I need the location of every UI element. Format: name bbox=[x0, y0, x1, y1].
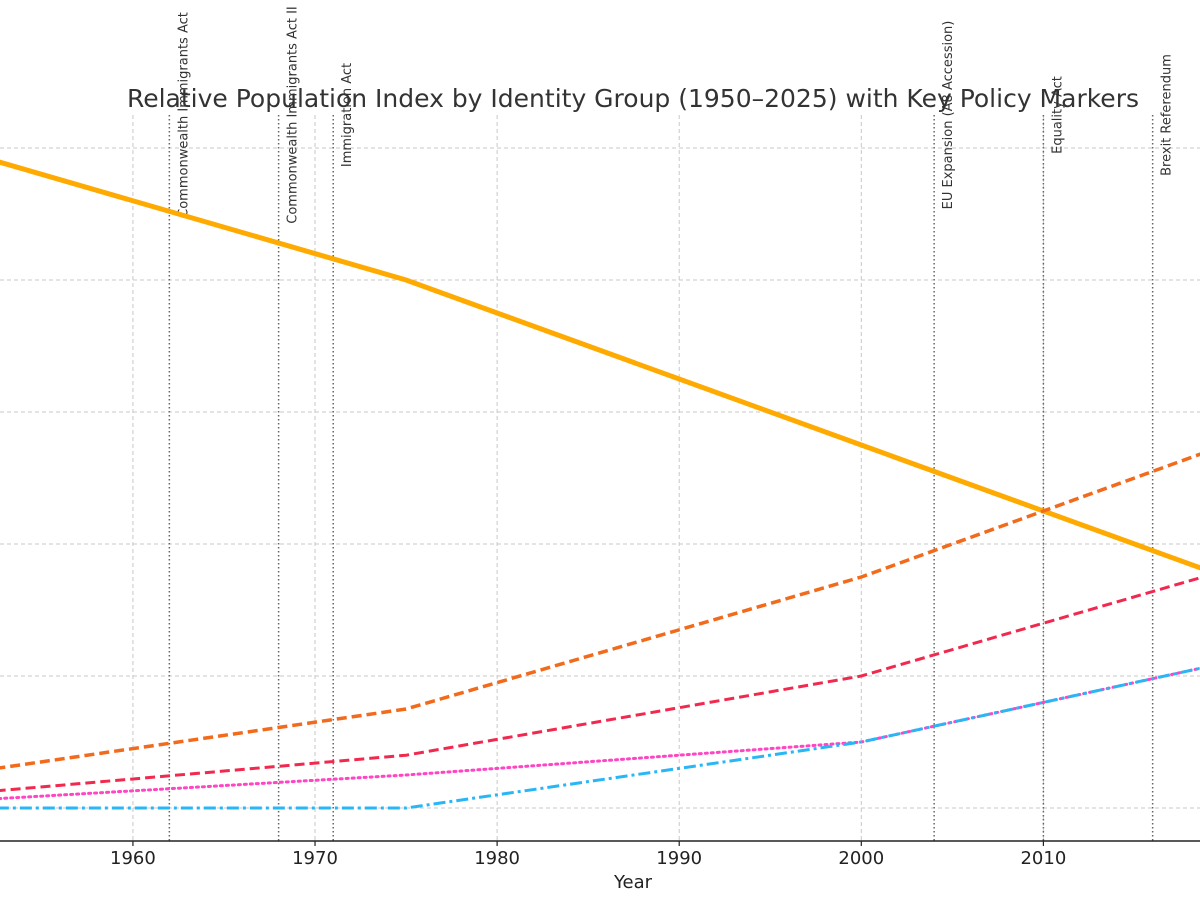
x-tick-label: 1960 bbox=[110, 848, 156, 869]
series-line-5 bbox=[0, 666, 1200, 810]
x-tick-label: 1970 bbox=[292, 848, 338, 869]
x-ticks: 1960 1970 1980 1990 2000 2010 bbox=[110, 841, 1066, 869]
policy-marker-label: Brexit Referendum bbox=[1160, 54, 1175, 176]
x-tick-label: 2010 bbox=[1020, 848, 1066, 869]
series-lines bbox=[0, 159, 1200, 810]
grid bbox=[0, 115, 1200, 841]
policy-marker-label: EU Expansion (A8 Accession) bbox=[941, 21, 956, 210]
x-tick-label: 2000 bbox=[838, 848, 884, 869]
series-line-4 bbox=[0, 666, 1200, 801]
policy-markers: Commonwealth Immigrants Act Commonwealth … bbox=[168, 6, 1175, 841]
x-tick-label: 1980 bbox=[474, 848, 520, 869]
series-line-1 bbox=[0, 159, 1200, 571]
x-axis-label: Year bbox=[613, 872, 653, 893]
policy-marker-label: Commonwealth Immigrants Act II bbox=[286, 6, 301, 224]
policy-marker-label: Commonwealth Immigrants Act bbox=[176, 12, 191, 218]
series-line-2 bbox=[0, 452, 1200, 770]
x-tick-label: 1990 bbox=[656, 848, 702, 869]
policy-marker-label: Equality Act bbox=[1050, 76, 1065, 154]
policy-marker-label: Immigration Act bbox=[340, 63, 355, 167]
series-line-3 bbox=[0, 576, 1200, 793]
chart-title: Relative Population Index by Identity Gr… bbox=[127, 84, 1139, 113]
